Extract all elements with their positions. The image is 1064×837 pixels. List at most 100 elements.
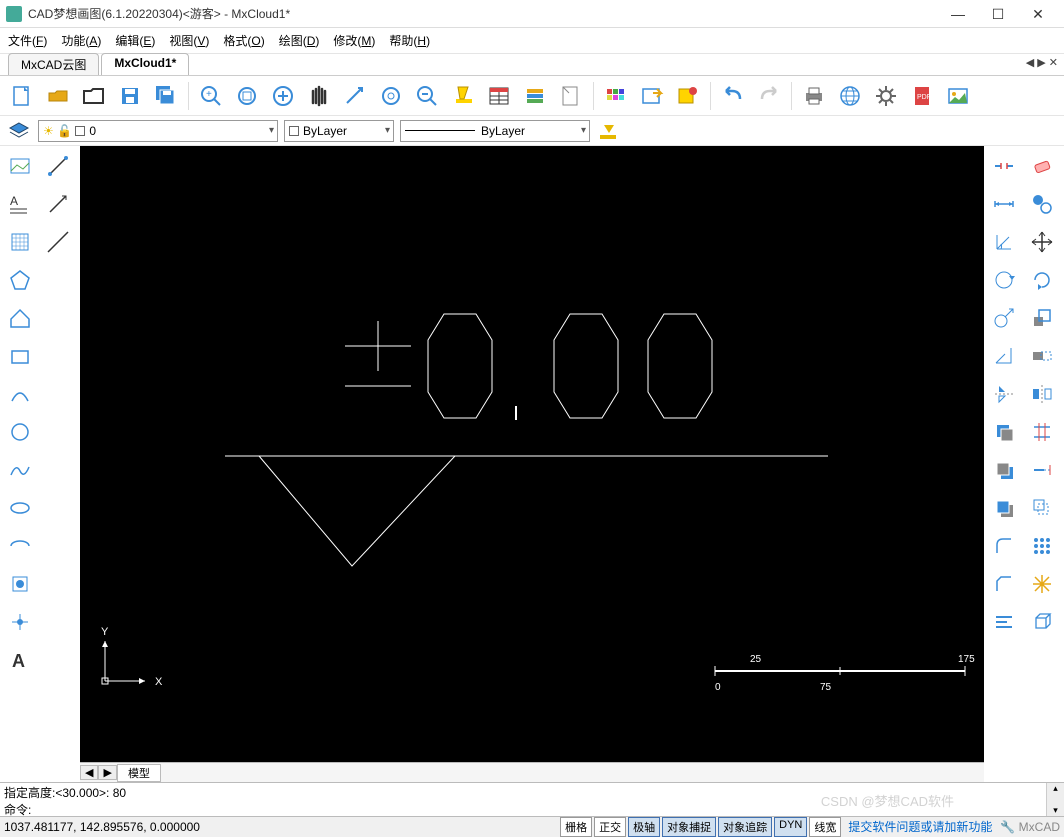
color-dropdown[interactable]: ByLayer	[284, 120, 394, 142]
settings-icon[interactable]	[870, 80, 902, 112]
menu-d[interactable]: 绘图(D)	[279, 32, 320, 49]
drawing-canvas[interactable]: XY25175075	[80, 146, 984, 762]
bring-front-icon[interactable]	[986, 490, 1022, 526]
block-icon[interactable]	[2, 566, 38, 602]
command-scrollbar[interactable]: ▴ ▾	[1046, 783, 1064, 816]
explode-icon[interactable]	[1024, 566, 1060, 602]
xline-icon[interactable]	[40, 224, 76, 260]
offset-icon[interactable]	[1024, 490, 1060, 526]
menu-v[interactable]: 视图(V)	[169, 32, 209, 49]
minimize-button[interactable]: —	[938, 0, 978, 28]
array-icon[interactable]	[1024, 528, 1060, 564]
trim-icon[interactable]	[1024, 414, 1060, 450]
blank-tool-10[interactable]	[40, 604, 76, 640]
new-file-icon[interactable]	[6, 80, 38, 112]
status-toggle-对象捕捉[interactable]: 对象捕捉	[662, 817, 716, 837]
hatch-icon[interactable]	[2, 224, 38, 260]
arc-icon[interactable]	[2, 376, 38, 412]
zoom-previous-icon[interactable]	[411, 80, 443, 112]
layer-manager-icon[interactable]	[6, 120, 32, 142]
tools-icon[interactable]	[672, 80, 704, 112]
mirror-h-icon[interactable]	[986, 376, 1022, 412]
mtext-icon[interactable]: A	[2, 642, 38, 678]
print-icon[interactable]	[798, 80, 830, 112]
zoom-center-icon[interactable]	[375, 80, 407, 112]
rotate-icon[interactable]	[1024, 262, 1060, 298]
spline-icon[interactable]	[2, 452, 38, 488]
status-toggle-正交[interactable]: 正交	[594, 817, 626, 837]
angle-dim-icon[interactable]	[986, 224, 1022, 260]
menu-o[interactable]: 格式(O)	[223, 32, 264, 49]
tab-nav[interactable]: ◀ ▶ ✕	[1026, 56, 1058, 69]
layers-icon[interactable]	[519, 80, 551, 112]
zoom-realtime-icon[interactable]	[339, 80, 371, 112]
fillet-icon[interactable]	[986, 528, 1022, 564]
maximize-button[interactable]: ☐	[978, 0, 1018, 28]
scale-icon[interactable]	[1024, 300, 1060, 336]
lineweight-icon[interactable]	[596, 120, 622, 142]
save-all-icon[interactable]	[150, 80, 182, 112]
redo-icon[interactable]	[753, 80, 785, 112]
menu-e[interactable]: 编辑(E)	[115, 32, 155, 49]
web-icon[interactable]	[834, 80, 866, 112]
blank-tool-11[interactable]	[40, 642, 76, 678]
scale-dim-icon[interactable]	[986, 300, 1022, 336]
blank-tool-1[interactable]	[40, 262, 76, 298]
ray-icon[interactable]	[40, 186, 76, 222]
command-line[interactable]: 指定高度:<30.000>: 80 命令: ▴ ▾	[0, 782, 1064, 816]
blank-tool-5[interactable]	[40, 414, 76, 450]
blank-tool-3[interactable]	[40, 338, 76, 374]
blank-tool-8[interactable]	[40, 528, 76, 564]
image-icon[interactable]	[942, 80, 974, 112]
extend-icon[interactable]	[1024, 452, 1060, 488]
blank-tool-9[interactable]	[40, 566, 76, 602]
menu-a[interactable]: 功能(A)	[61, 32, 101, 49]
close-button[interactable]: ✕	[1018, 0, 1058, 28]
copy-icon[interactable]	[1024, 186, 1060, 222]
mirror-icon[interactable]	[1024, 376, 1060, 412]
trim-front-icon[interactable]	[986, 414, 1022, 450]
layout-next-button[interactable]: ▶	[98, 765, 116, 780]
feedback-link[interactable]: 提交软件问题或请加新功能	[848, 818, 992, 835]
erase-icon[interactable]	[1024, 148, 1060, 184]
polygon-icon[interactable]	[2, 262, 38, 298]
layout-prev-button[interactable]: ◀	[80, 765, 98, 780]
export-icon[interactable]	[636, 80, 668, 112]
status-toggle-线宽[interactable]: 线宽	[809, 817, 841, 837]
rotate-dim-icon[interactable]	[986, 262, 1022, 298]
stretch-icon[interactable]	[1024, 338, 1060, 374]
blank-tool-7[interactable]	[40, 490, 76, 526]
save-icon[interactable]	[114, 80, 146, 112]
pan-icon[interactable]	[303, 80, 335, 112]
zoom-extents-icon[interactable]	[231, 80, 263, 112]
status-toggle-对象追踪[interactable]: 对象追踪	[718, 817, 772, 837]
zoom-in-icon[interactable]	[267, 80, 299, 112]
blank-page-icon[interactable]	[555, 80, 587, 112]
status-toggle-DYN[interactable]: DYN	[774, 817, 807, 837]
circle-icon[interactable]	[2, 414, 38, 450]
text-icon[interactable]: A	[2, 186, 38, 222]
break-icon[interactable]	[986, 148, 1022, 184]
doc-tab-0[interactable]: MxCAD云图	[8, 53, 99, 75]
doc-tab-1[interactable]: MxCloud1*	[101, 53, 189, 75]
point-icon[interactable]	[2, 604, 38, 640]
rectangle-icon[interactable]	[2, 338, 38, 374]
insert-image-icon[interactable]	[2, 148, 38, 184]
line-icon[interactable]	[40, 148, 76, 184]
highlight-icon[interactable]	[447, 80, 479, 112]
layer-dropdown[interactable]: ☀ 🔓 0	[38, 120, 278, 142]
open-cloud-icon[interactable]	[42, 80, 74, 112]
status-toggle-极轴[interactable]: 极轴	[628, 817, 660, 837]
blank-tool-4[interactable]	[40, 376, 76, 412]
send-back-icon[interactable]	[986, 452, 1022, 488]
status-toggle-栅格[interactable]: 栅格	[560, 817, 592, 837]
blank-tool-6[interactable]	[40, 452, 76, 488]
linetype-dropdown[interactable]: ByLayer	[400, 120, 590, 142]
dimension-icon[interactable]	[986, 186, 1022, 222]
open-folder-icon[interactable]	[78, 80, 110, 112]
polyline-icon[interactable]	[2, 300, 38, 336]
menu-h[interactable]: 帮助(H)	[389, 32, 430, 49]
ellipse-arc-icon[interactable]	[2, 528, 38, 564]
align-icon[interactable]	[986, 604, 1022, 640]
menu-f[interactable]: 文件(F)	[8, 32, 47, 49]
